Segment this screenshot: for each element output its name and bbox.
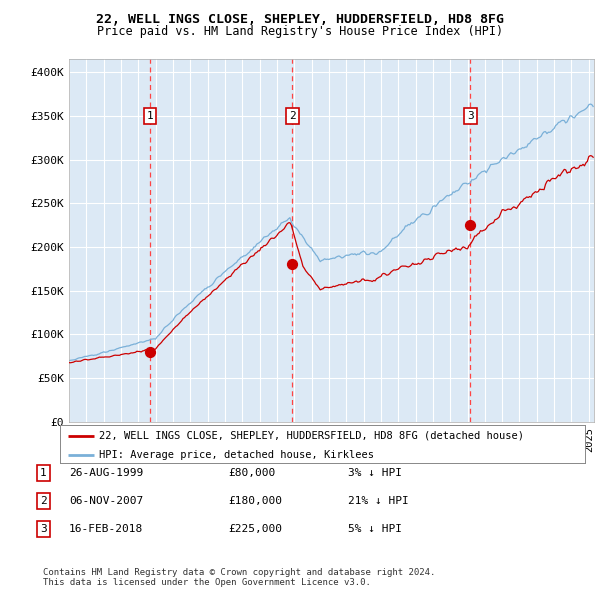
Text: £180,000: £180,000 <box>228 496 282 506</box>
Text: 2: 2 <box>40 496 47 506</box>
Text: Price paid vs. HM Land Registry's House Price Index (HPI): Price paid vs. HM Land Registry's House … <box>97 25 503 38</box>
Text: 22, WELL INGS CLOSE, SHEPLEY, HUDDERSFIELD, HD8 8FG (detached house): 22, WELL INGS CLOSE, SHEPLEY, HUDDERSFIE… <box>100 431 524 441</box>
Text: 21% ↓ HPI: 21% ↓ HPI <box>348 496 409 506</box>
Text: 22, WELL INGS CLOSE, SHEPLEY, HUDDERSFIELD, HD8 8FG: 22, WELL INGS CLOSE, SHEPLEY, HUDDERSFIE… <box>96 13 504 26</box>
Text: 3% ↓ HPI: 3% ↓ HPI <box>348 468 402 478</box>
Text: HPI: Average price, detached house, Kirklees: HPI: Average price, detached house, Kirk… <box>100 450 374 460</box>
Text: 2: 2 <box>289 111 296 121</box>
Point <box>465 221 475 230</box>
Text: 3: 3 <box>40 524 47 533</box>
Text: £225,000: £225,000 <box>228 524 282 533</box>
Text: 26-AUG-1999: 26-AUG-1999 <box>69 468 143 478</box>
Text: This data is licensed under the Open Government Licence v3.0.: This data is licensed under the Open Gov… <box>43 578 371 587</box>
Text: 16-FEB-2018: 16-FEB-2018 <box>69 524 143 533</box>
Text: 1: 1 <box>147 111 154 121</box>
Text: 5% ↓ HPI: 5% ↓ HPI <box>348 524 402 533</box>
Text: 3: 3 <box>467 111 474 121</box>
Point <box>287 260 296 269</box>
Text: 1: 1 <box>40 468 47 478</box>
Point <box>145 347 154 356</box>
Text: 06-NOV-2007: 06-NOV-2007 <box>69 496 143 506</box>
Text: £80,000: £80,000 <box>228 468 275 478</box>
Text: Contains HM Land Registry data © Crown copyright and database right 2024.: Contains HM Land Registry data © Crown c… <box>43 568 436 577</box>
